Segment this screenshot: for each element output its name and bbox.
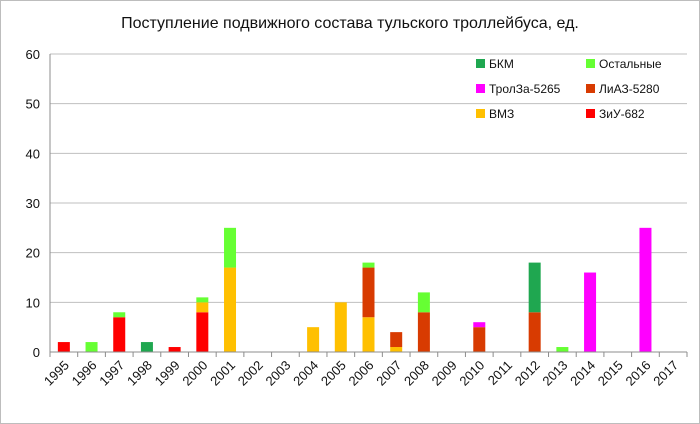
- x-tick-label: 2004: [290, 358, 321, 389]
- bar-segment: [528, 262, 541, 313]
- x-tick-label: 2010: [456, 358, 487, 389]
- bar-segment: [556, 347, 569, 352]
- y-tick-label: 50: [26, 97, 40, 112]
- bar-segment: [140, 342, 153, 352]
- bar-segment: [362, 267, 375, 318]
- legend-label: ВМЗ: [489, 107, 514, 121]
- bar-segment: [528, 312, 541, 352]
- bar-segment: [113, 312, 126, 318]
- x-tick-label: 2005: [318, 358, 349, 389]
- x-tick-label: 2016: [623, 358, 654, 389]
- bar-segment: [362, 317, 375, 352]
- gridlines: [50, 53, 687, 303]
- axes: [49, 54, 688, 357]
- x-tick-label: 2012: [512, 358, 543, 389]
- x-tick-label: 1997: [96, 358, 127, 389]
- y-tick-label: 20: [26, 246, 40, 261]
- legend-label: Остальные: [599, 57, 662, 71]
- bar-segment: [224, 227, 237, 268]
- y-tick-label: 0: [33, 345, 40, 360]
- legend: БКМ Остальные ТролЗа-5265 ЛиАЗ-5280 ВМЗ ЗиУ-6…: [476, 57, 662, 121]
- bars: [57, 227, 652, 352]
- x-tick-label: 2000: [179, 358, 210, 389]
- chart-title: Поступление подвижного состава тульского…: [121, 15, 579, 32]
- legend-swatch: [476, 109, 485, 118]
- bar-segment: [196, 302, 209, 313]
- bar-segment: [473, 327, 486, 352]
- x-axis-ticks: 1995199619971998199920002001200220032004…: [41, 358, 681, 389]
- bar-segment: [113, 317, 126, 352]
- legend-swatch: [476, 59, 485, 68]
- bar-segment: [196, 312, 209, 352]
- x-tick-label: 2007: [373, 358, 404, 389]
- x-tick-label: 2015: [595, 358, 626, 389]
- y-tick-label: 30: [26, 196, 40, 211]
- legend-label: ЗиУ-682: [599, 107, 645, 121]
- bar-segment: [473, 322, 486, 328]
- y-tick-label: 10: [26, 295, 40, 310]
- bar-segment: [85, 342, 98, 352]
- y-tick-label: 60: [26, 47, 40, 62]
- bar-segment: [417, 292, 430, 313]
- bar-segment: [417, 312, 430, 352]
- x-tick-label: 1998: [124, 358, 155, 389]
- bar-segment: [196, 297, 209, 303]
- legend-label: ЛиАЗ-5280: [599, 82, 660, 96]
- bar-segment: [390, 347, 403, 352]
- x-tick-label: 2017: [650, 358, 681, 389]
- x-tick-label: 1996: [69, 358, 100, 389]
- x-tick-label: 2011: [485, 358, 515, 388]
- bar-segment: [584, 272, 597, 352]
- bar-segment: [224, 267, 237, 352]
- bar-segment: [639, 227, 652, 352]
- bar-segment: [168, 347, 181, 352]
- legend-swatch: [476, 84, 485, 93]
- y-tick-label: 40: [26, 146, 40, 161]
- x-tick-label: 1999: [152, 358, 183, 389]
- x-tick-label: 2006: [346, 358, 377, 389]
- legend-swatch: [586, 84, 595, 93]
- bar-segment: [390, 332, 403, 348]
- bar-segment: [307, 327, 320, 352]
- x-tick-label: 2008: [401, 358, 432, 389]
- x-tick-label: 2002: [235, 358, 266, 389]
- legend-swatch: [586, 59, 595, 68]
- x-tick-label: 2003: [262, 358, 293, 389]
- legend-swatch: [586, 109, 595, 118]
- x-tick-label: 2014: [567, 358, 598, 389]
- x-tick-label: 2013: [539, 358, 570, 389]
- bar-segment: [57, 342, 70, 352]
- x-tick-label: 1995: [41, 358, 72, 389]
- x-tick-label: 2001: [207, 358, 238, 389]
- legend-label: ТролЗа-5265: [489, 82, 561, 96]
- legend-label: БКМ: [489, 57, 514, 71]
- x-tick-label: 2009: [429, 358, 460, 389]
- y-axis-ticks: 0 10 20 30 40 50 60: [26, 47, 40, 360]
- bar-segment: [362, 262, 375, 268]
- bar-segment: [334, 302, 347, 352]
